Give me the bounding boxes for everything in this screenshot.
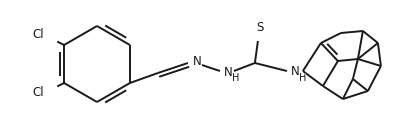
Text: S: S (256, 21, 263, 34)
Text: H: H (232, 73, 239, 83)
Text: N: N (224, 66, 233, 78)
Text: N: N (291, 65, 300, 77)
Text: Cl: Cl (33, 86, 44, 99)
Text: H: H (299, 73, 306, 83)
Text: Cl: Cl (33, 28, 44, 42)
Text: N: N (193, 54, 202, 67)
